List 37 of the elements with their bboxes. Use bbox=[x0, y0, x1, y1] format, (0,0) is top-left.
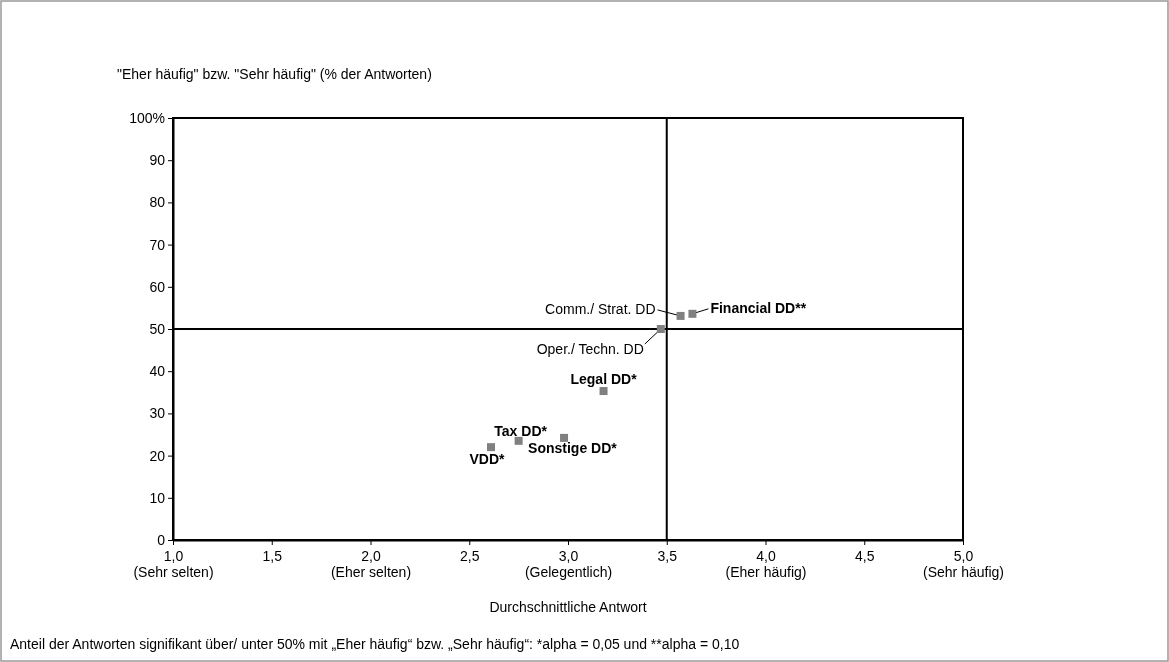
point bbox=[486, 443, 495, 452]
y-tick-label: 0 bbox=[157, 531, 166, 548]
x-tick-label: 1,0 (Sehr selten) bbox=[133, 547, 214, 581]
x-axis-title: Durchschnittliche Antwort bbox=[489, 599, 647, 615]
point bbox=[656, 325, 665, 333]
series-label: Oper./ Techn. DD bbox=[536, 340, 644, 357]
point bbox=[676, 311, 685, 320]
point bbox=[599, 387, 608, 396]
series-label: Financial DD** bbox=[710, 299, 807, 316]
y-tick-label: 50 bbox=[149, 320, 166, 337]
x-tick-label: 2,5 bbox=[460, 547, 480, 564]
x-tick-label: 3,5 bbox=[657, 547, 678, 564]
x-tick-label: 4,0 (Eher häufig) bbox=[725, 547, 807, 581]
y-tick-label: 40 bbox=[149, 363, 166, 380]
text: Anteil der Antworten signifikant über/ unter 50% mit „Eher häufig“ bzw. „Sehr häufig“: *alpha = 0,05 und **alpha = 0,10 bbox=[10, 636, 740, 652]
y-tick-label: 80 bbox=[149, 194, 166, 211]
series-label: Tax DD* bbox=[494, 422, 548, 439]
y-tick-label: 90 bbox=[149, 152, 166, 169]
y-tick-label: 30 bbox=[149, 405, 166, 422]
point bbox=[560, 433, 569, 442]
series-label: Legal DD* bbox=[570, 370, 638, 387]
y-axis-title: "Eher häufig" bzw. "Sehr häufig" (% der Antworten) bbox=[117, 66, 432, 82]
x-tick-label: 4,5 bbox=[855, 547, 875, 564]
point bbox=[514, 436, 523, 445]
series-label: Sonstige DD* bbox=[528, 439, 618, 456]
x-tick-label: 1,5 bbox=[262, 547, 283, 564]
y-tick-label: 70 bbox=[149, 236, 166, 253]
x-tick-label: 2,0 (Eher selten) bbox=[330, 547, 412, 581]
series-label: Comm./ Strat. DD bbox=[545, 300, 656, 317]
y-tick-label: 60 bbox=[149, 278, 166, 295]
x-tick-label: 3,0 (Gelegentlich) bbox=[524, 547, 613, 581]
y-tick-label: 20 bbox=[149, 447, 166, 464]
point bbox=[688, 309, 697, 318]
y-tick-label: 10 bbox=[149, 489, 166, 506]
y-tick-label: 100% bbox=[129, 109, 165, 126]
x-tick-label: 5,0 (Sehr häufig) bbox=[923, 547, 1004, 581]
series-label: VDD* bbox=[469, 451, 506, 468]
